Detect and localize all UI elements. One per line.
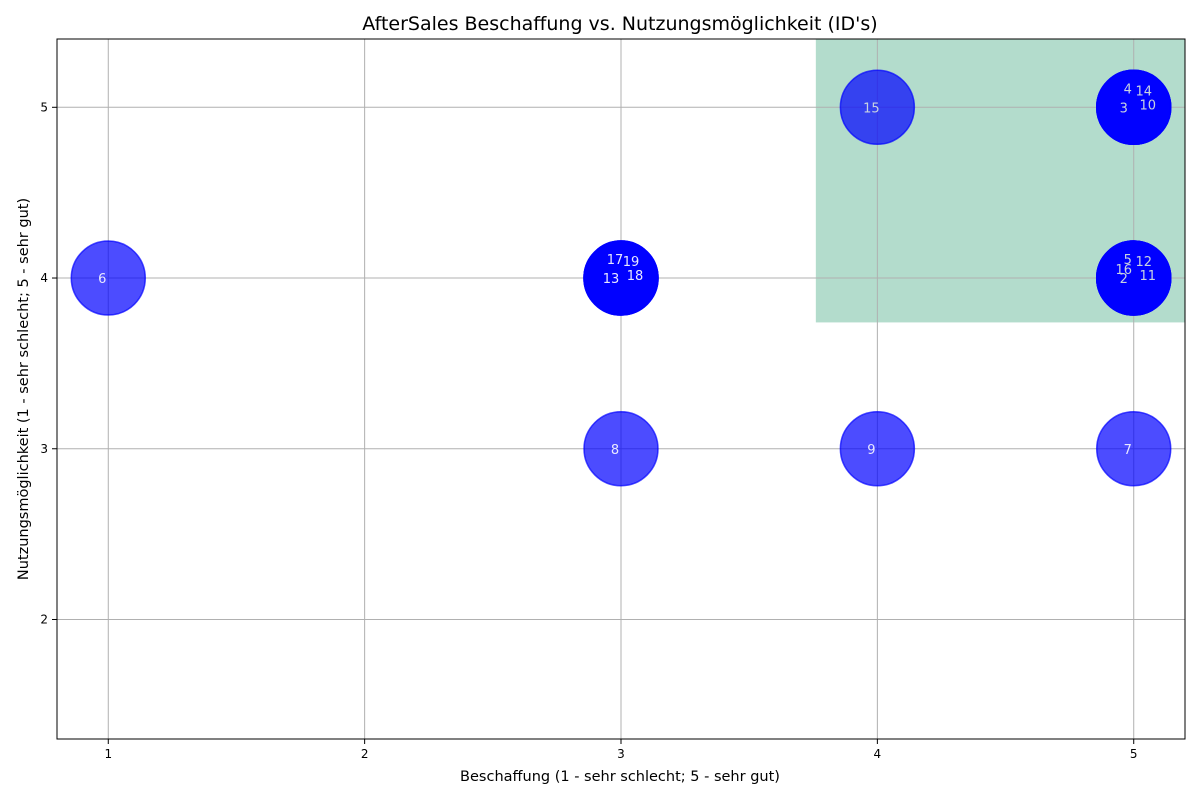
x-tick-label: 2 [361,747,369,761]
data-point [839,69,916,146]
point-label: 16 [1115,263,1132,278]
point-label: 5 [1124,253,1132,268]
point-label: 18 [627,269,644,284]
point-label: 14 [1135,84,1152,99]
y-axis-label: Nutzungsmöglichkeit (1 - sehr schlecht; … [16,198,32,580]
x-tick-label: 4 [874,747,882,761]
y-tick-label: 4 [40,271,48,285]
point-label: 12 [1135,255,1152,270]
point-label: 3 [1120,101,1128,116]
point-label: 15 [863,101,880,116]
point-label: 10 [1139,98,1156,113]
data-point [1095,69,1172,146]
chart-title: AfterSales Beschaffung vs. Nutzungsmögli… [362,13,877,35]
x-axis-label: Beschaffung (1 - sehr schlecht; 5 - sehr… [460,769,780,785]
x-tick-label: 1 [104,747,112,761]
plot-frame [56,38,1186,740]
data-point [839,411,916,487]
point-label: 19 [623,255,640,270]
data-point [583,240,659,316]
x-tick-label: 3 [617,747,625,761]
point-label: 13 [603,272,620,287]
point-label: 2 [1120,272,1128,287]
data-point [1095,240,1172,316]
data-point [1095,411,1172,487]
point-label: 8 [611,443,619,458]
y-tick-label: 2 [40,612,48,626]
x-tick-label: 5 [1130,747,1138,761]
y-tick-label: 3 [40,442,48,456]
y-tick-label: 5 [40,100,48,114]
point-label: 6 [98,272,106,287]
point-label: 7 [1124,443,1132,458]
data-point [70,240,147,316]
point-label: 4 [1124,82,1132,97]
point-label: 17 [607,253,624,268]
point-label: 9 [867,443,875,458]
data-point [583,411,659,487]
point-label: 11 [1139,269,1156,284]
